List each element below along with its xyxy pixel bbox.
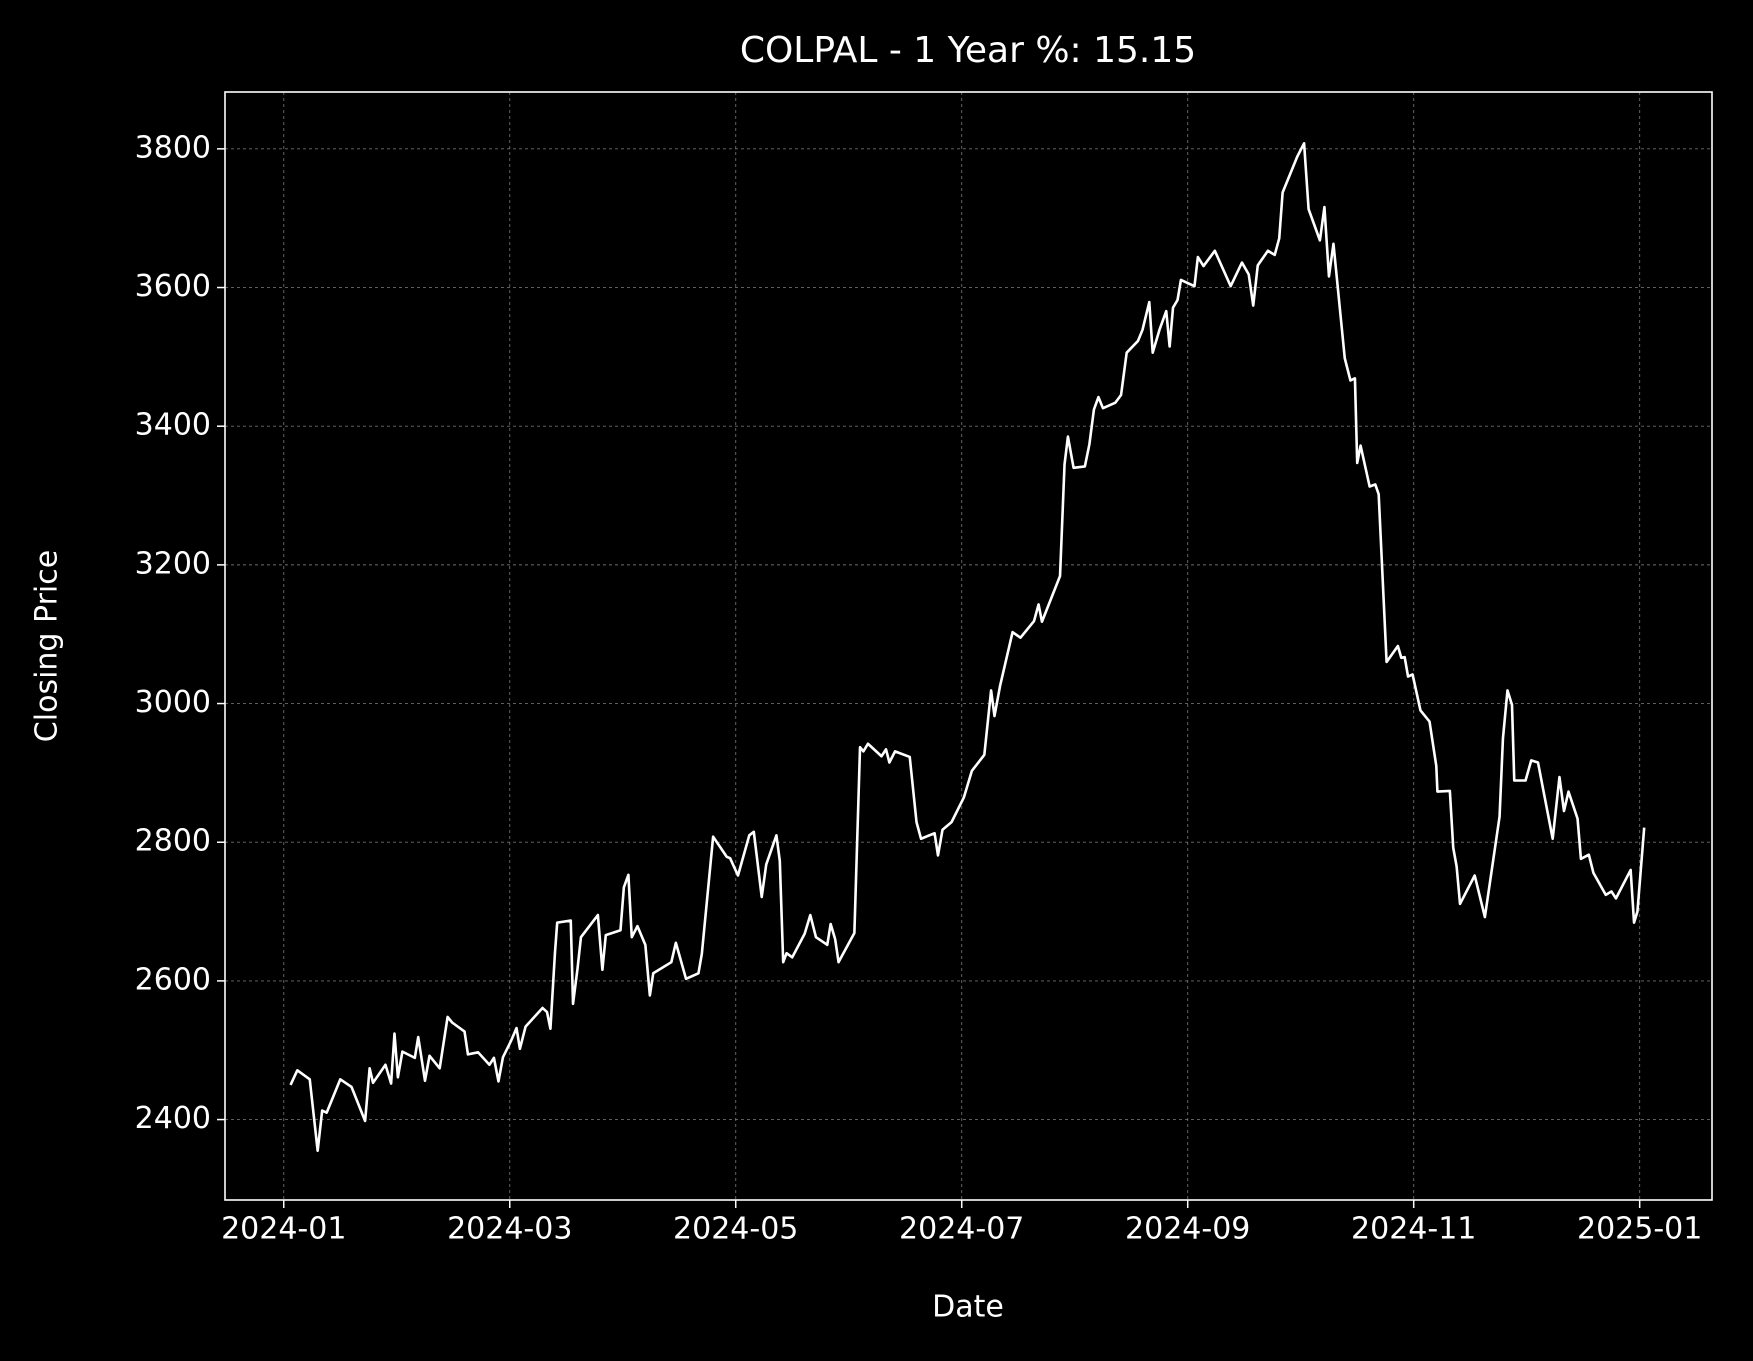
chart-title: COLPAL - 1 Year %: 15.15 [740, 30, 1196, 71]
plot-frame [224, 91, 1713, 1201]
y-tick-label: 3200 [135, 546, 211, 581]
x-tick-label: 2024-01 [221, 1212, 346, 1247]
y-tick-label: 2400 [135, 1101, 211, 1136]
y-tick-label: 2800 [135, 824, 211, 859]
x-tick-label: 2024-05 [673, 1212, 798, 1247]
x-tick-label: 2025-01 [1577, 1212, 1702, 1247]
x-tick-label: 2024-09 [1125, 1212, 1250, 1247]
x-tick-label: 2024-07 [899, 1212, 1024, 1247]
y-tick-label: 3000 [135, 685, 211, 720]
y-tick-label: 3600 [135, 269, 211, 304]
x-tick-label: 2024-11 [1351, 1212, 1476, 1247]
x-tick-label: 2024-03 [447, 1212, 572, 1247]
y-tick-label: 2600 [135, 962, 211, 997]
y-axis-label: Closing Price [30, 550, 65, 742]
x-axis-label: Date [932, 1290, 1004, 1325]
price-line [289, 142, 1646, 1153]
y-tick-label: 3400 [135, 408, 211, 443]
y-tick-label: 3800 [135, 130, 211, 165]
